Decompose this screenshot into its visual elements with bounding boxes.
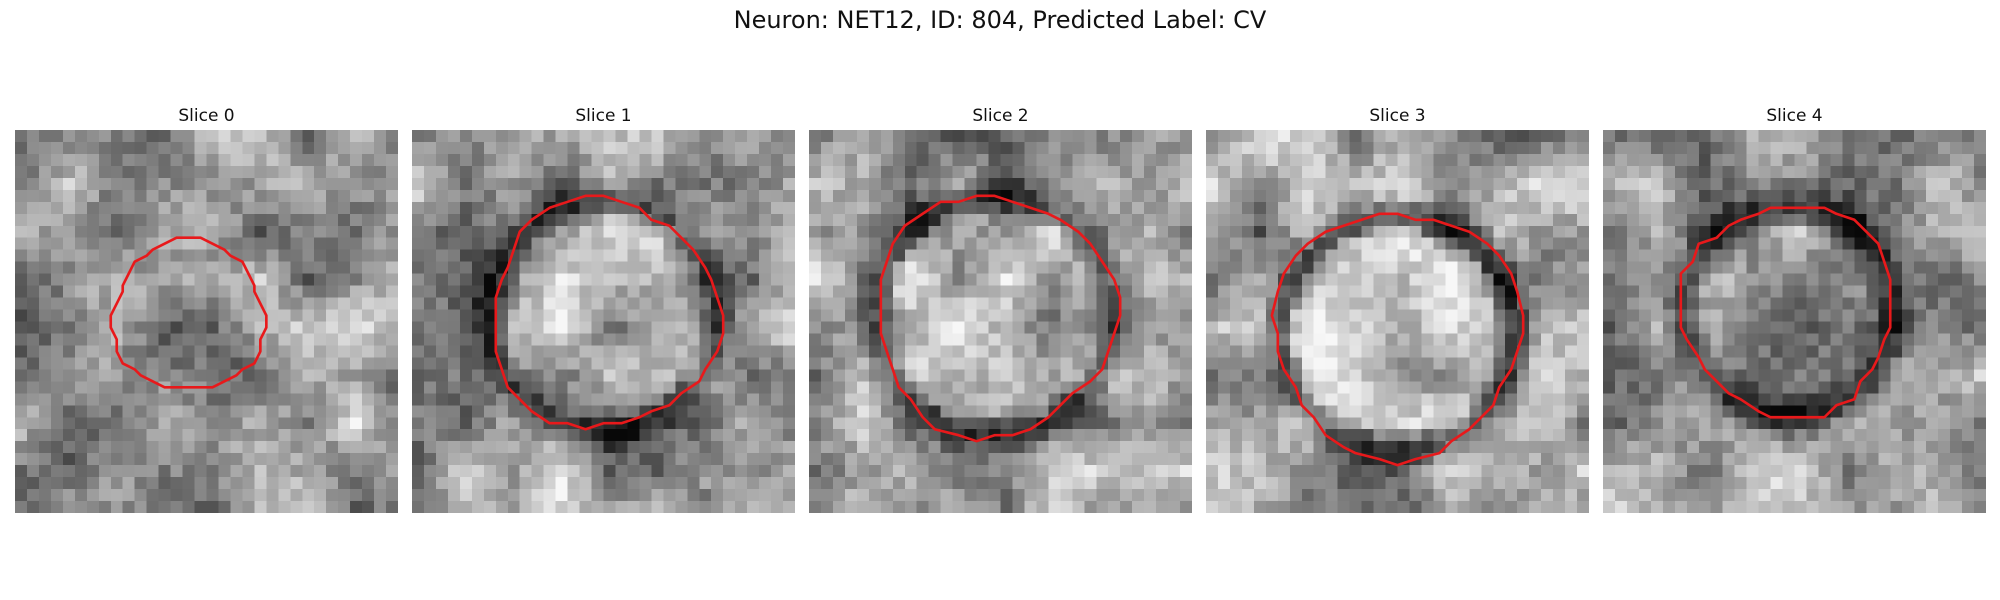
slice-image-2 — [809, 130, 1192, 513]
roi-contour — [879, 194, 1122, 443]
slice-panel-4: Slice 4 — [1603, 106, 1986, 513]
slice-image-4 — [1603, 130, 1986, 513]
slice-panel-1: Slice 1 — [412, 106, 795, 513]
slice-panel-3: Slice 3 — [1206, 106, 1589, 513]
figure-title: Neuron: NET12, ID: 804, Predicted Label:… — [733, 6, 1267, 34]
slice-image-1 — [412, 130, 795, 513]
roi-contour — [1270, 212, 1525, 467]
slice-title-4: Slice 4 — [1766, 106, 1823, 126]
slice-title-2: Slice 2 — [972, 106, 1029, 126]
slice-title-0: Slice 0 — [178, 106, 235, 126]
slice-title-1: Slice 1 — [575, 106, 632, 126]
roi-contour — [1679, 206, 1892, 419]
roi-contour — [109, 236, 268, 389]
slice-image-0 — [15, 130, 398, 513]
slice-panel-2: Slice 2 — [809, 106, 1192, 513]
slice-image-3 — [1206, 130, 1589, 513]
roi-contour — [494, 194, 725, 431]
slice-panel-0: Slice 0 — [15, 106, 398, 513]
slice-title-3: Slice 3 — [1369, 106, 1426, 126]
